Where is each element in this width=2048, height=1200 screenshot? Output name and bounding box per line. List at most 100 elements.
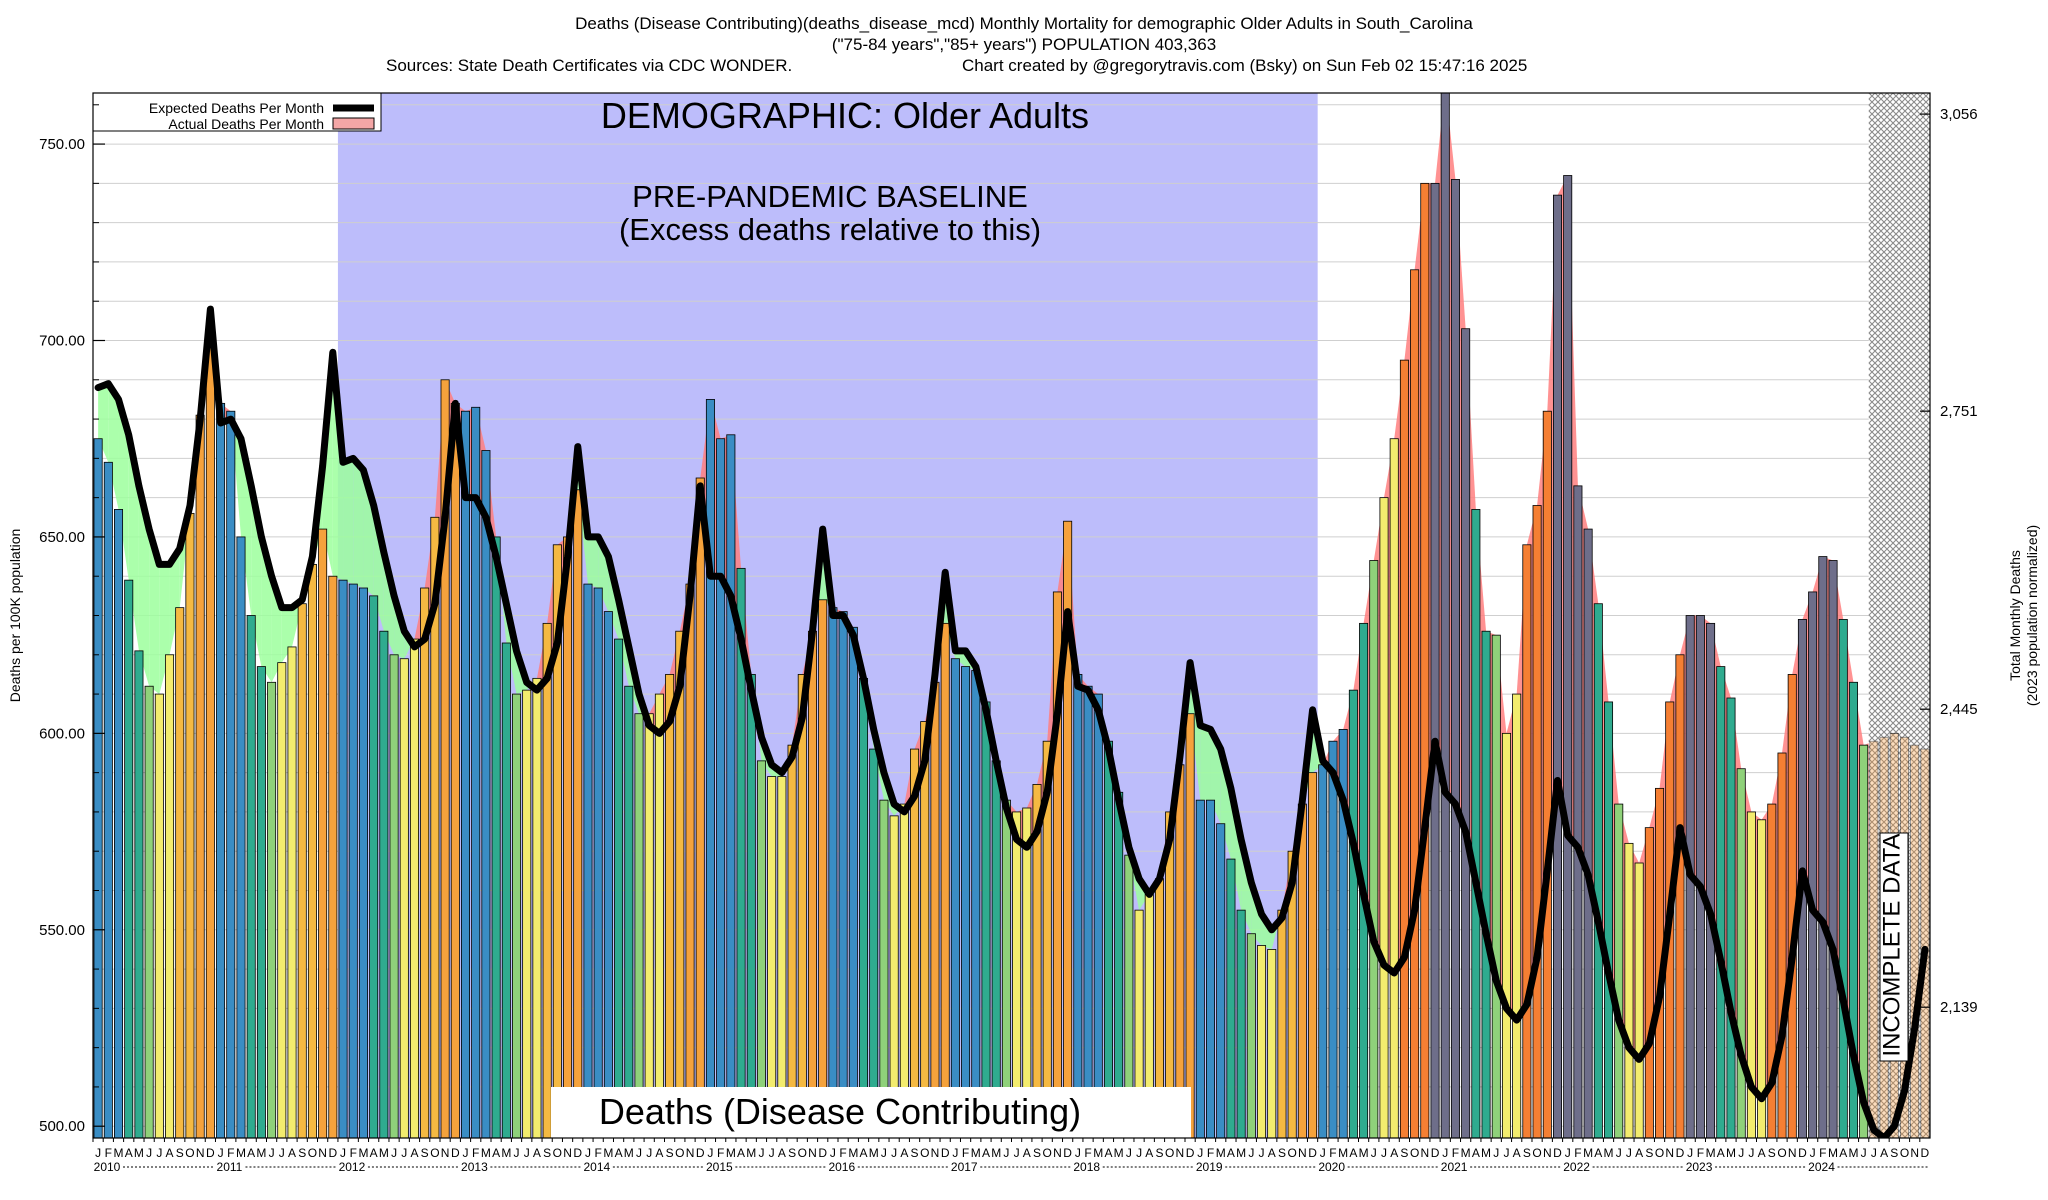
bar bbox=[440, 379, 450, 1138]
bar bbox=[348, 583, 358, 1138]
x-month-tick-label: A bbox=[655, 1146, 663, 1160]
x-month-tick-label: J bbox=[952, 1146, 958, 1160]
baseline-label-line2: (Excess deaths relative to this) bbox=[619, 212, 1041, 247]
x-month-tick-label: A bbox=[1758, 1146, 1766, 1160]
legend-actual-label: Actual Deaths Per Month bbox=[168, 116, 324, 132]
y-tick-label: 700.00 bbox=[39, 333, 85, 350]
bar bbox=[593, 587, 603, 1138]
deficit-area bbox=[755, 709, 762, 761]
x-month-tick-label: S bbox=[421, 1146, 429, 1160]
x-month-tick-label: N bbox=[1176, 1146, 1185, 1160]
x-month-tick-label: A bbox=[1104, 1146, 1112, 1160]
x-month-tick-label: N bbox=[1420, 1146, 1429, 1160]
bar bbox=[134, 650, 144, 1138]
x-month-tick-label: A bbox=[1349, 1146, 1357, 1160]
x-month-tick-label: A bbox=[615, 1146, 623, 1160]
bar bbox=[430, 516, 440, 1138]
deficit-area bbox=[955, 650, 966, 667]
bar bbox=[1491, 634, 1501, 1138]
x-month-tick-label: A bbox=[1390, 1146, 1398, 1160]
x-month-tick-label: O bbox=[430, 1146, 439, 1160]
chart-title: Deaths (Disease Contributing) bbox=[599, 1091, 1081, 1132]
x-month-tick-label: O bbox=[920, 1146, 929, 1160]
bar bbox=[695, 477, 705, 1138]
baseline-label-line1: PRE-PANDEMIC BASELINE bbox=[632, 179, 1028, 214]
bar bbox=[287, 646, 297, 1138]
bar bbox=[634, 713, 644, 1138]
x-month-tick-label: O bbox=[1900, 1146, 1909, 1160]
x-month-tick-label: J bbox=[1014, 1146, 1020, 1160]
bar bbox=[1828, 560, 1838, 1138]
x-month-tick-label: A bbox=[247, 1146, 255, 1160]
bar bbox=[1859, 744, 1869, 1138]
x-month-tick-label: N bbox=[196, 1146, 205, 1160]
x-month-tick-label: J bbox=[881, 1146, 887, 1160]
x-month-tick-label: M bbox=[1114, 1146, 1124, 1160]
x-month-tick-label: M bbox=[746, 1146, 756, 1160]
x-month-tick-label: J bbox=[524, 1146, 530, 1160]
bar bbox=[1746, 811, 1756, 1138]
bar bbox=[767, 776, 777, 1138]
x-month-tick-label: O bbox=[308, 1146, 317, 1160]
header-sources: Sources: State Death Certificates via CD… bbox=[386, 56, 793, 75]
bar bbox=[1695, 615, 1705, 1138]
x-month-tick-label: J bbox=[646, 1146, 652, 1160]
bar bbox=[859, 677, 869, 1138]
x-month-tick-label: D bbox=[941, 1146, 950, 1160]
x-month-tick-label: A bbox=[533, 1146, 541, 1160]
bar bbox=[1777, 752, 1787, 1138]
x-month-tick-label: D bbox=[818, 1146, 827, 1160]
x-month-tick-label: J bbox=[1248, 1146, 1254, 1160]
deficit-area bbox=[343, 458, 354, 585]
bar bbox=[624, 685, 634, 1138]
bar bbox=[573, 489, 583, 1138]
x-month-tick-label: A bbox=[982, 1146, 990, 1160]
bar bbox=[185, 512, 195, 1138]
x-month-tick-label: A bbox=[1472, 1146, 1480, 1160]
bar bbox=[144, 685, 154, 1138]
deficit-area bbox=[149, 529, 160, 695]
title-box bbox=[551, 1087, 1191, 1138]
x-month-tick-label: M bbox=[1236, 1146, 1246, 1160]
bar bbox=[1440, 93, 1450, 1138]
bar bbox=[1287, 850, 1297, 1138]
bar bbox=[1532, 505, 1542, 1138]
x-month-tick-label: N bbox=[441, 1146, 450, 1160]
x-month-tick-label: A bbox=[900, 1146, 908, 1160]
x-month-tick-label: J bbox=[769, 1146, 775, 1160]
bar bbox=[522, 689, 532, 1138]
bar bbox=[961, 666, 971, 1138]
bar bbox=[797, 674, 807, 1138]
bar bbox=[481, 450, 491, 1138]
deficit-area bbox=[499, 572, 507, 643]
y2-tick-label: 2,445 bbox=[1940, 701, 1978, 718]
bar bbox=[1093, 693, 1103, 1138]
x-month-tick-label: N bbox=[808, 1146, 817, 1160]
x-month-tick-label: A bbox=[737, 1146, 745, 1160]
bar bbox=[950, 658, 960, 1138]
x-month-tick-label: J bbox=[1626, 1146, 1632, 1160]
legend-actual-swatch bbox=[332, 117, 375, 130]
bar bbox=[1297, 803, 1307, 1138]
x-year-label: 2016 bbox=[828, 1160, 855, 1174]
x-year-label: 2023 bbox=[1686, 1160, 1713, 1174]
bar bbox=[1226, 858, 1236, 1138]
bar bbox=[1206, 799, 1216, 1138]
bar bbox=[1042, 740, 1052, 1138]
bar bbox=[746, 674, 756, 1138]
bar bbox=[1103, 740, 1113, 1138]
expected-deaths-line bbox=[94, 305, 1929, 1138]
x-month-tick-label: F bbox=[839, 1146, 846, 1160]
x-month-tick-label: M bbox=[726, 1146, 736, 1160]
x-month-tick-label: M bbox=[991, 1146, 1001, 1160]
x-month-tick-label: J bbox=[1197, 1146, 1203, 1160]
x-month-tick-label: F bbox=[595, 1146, 602, 1160]
x-month-tick-label: N bbox=[318, 1146, 327, 1160]
bar bbox=[1083, 685, 1093, 1138]
bar bbox=[716, 438, 726, 1138]
y-tick-label: 550.00 bbox=[39, 922, 85, 939]
bar bbox=[726, 434, 736, 1138]
x-month-tick-label: J bbox=[1075, 1146, 1081, 1160]
bar bbox=[1736, 768, 1746, 1138]
x-month-tick-label: J bbox=[707, 1146, 713, 1160]
